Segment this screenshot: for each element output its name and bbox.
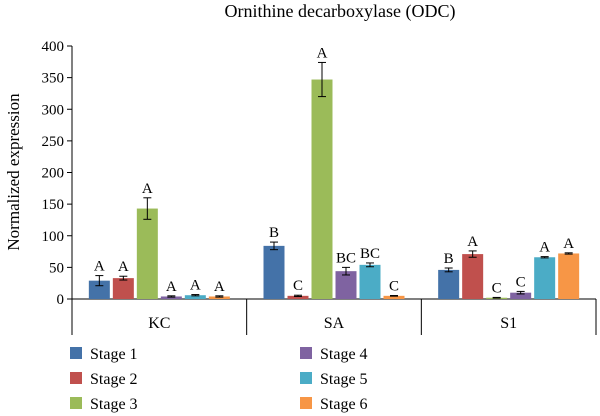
legend-label: Stage 4 (320, 346, 368, 363)
y-tick-label: 50 (49, 260, 64, 276)
legend-swatch (300, 347, 312, 359)
y-tick-label: 200 (42, 166, 65, 182)
bar (184, 295, 206, 299)
legend-swatch (300, 372, 312, 384)
significance-letter: C (389, 279, 399, 295)
legend-swatch (70, 372, 82, 384)
y-tick-label: 250 (42, 134, 65, 150)
bar (88, 280, 110, 299)
bar (287, 295, 309, 299)
bar (263, 245, 285, 299)
chart-title: Ornithine decarboxylase (ODC) (225, 1, 456, 22)
legend: Stage 1 Stage 2 Stage 3 Stage 4 Stage 5 Stage… (70, 346, 368, 413)
significance-letter: A (317, 45, 328, 61)
significance-letter: BC (360, 246, 380, 262)
bar (510, 292, 532, 299)
significance-letter: A (166, 279, 177, 295)
y-tick-label: 300 (42, 102, 65, 118)
bar (534, 257, 556, 299)
bar (335, 271, 357, 299)
bar (136, 208, 158, 299)
x-category-label: KC (148, 315, 170, 332)
bar (438, 269, 460, 299)
x-category-label: SA (324, 315, 345, 332)
significance-letter: A (142, 181, 153, 197)
significance-letter: B (269, 225, 279, 241)
legend-label: Stage 6 (320, 396, 368, 413)
legend-swatch (70, 347, 82, 359)
y-tick-label: 350 (42, 71, 65, 87)
x-category-label: S1 (500, 315, 517, 332)
y-tick-label: 0 (57, 292, 65, 308)
axes: 0 50 100 150 200 250 300 350 400 KC SA S1 (42, 39, 597, 335)
bar (359, 264, 381, 299)
significance-letter: A (118, 259, 129, 275)
legend-swatch (300, 397, 312, 409)
y-tick-label: 150 (42, 197, 65, 213)
bar (112, 278, 134, 299)
legend-label: Stage 1 (90, 346, 138, 363)
significance-letter: A (563, 236, 574, 252)
significance-letter: A (539, 240, 550, 256)
legend-label: Stage 2 (90, 371, 138, 388)
bar (558, 253, 580, 299)
bar (462, 254, 484, 299)
significance-letter: A (94, 259, 105, 275)
legend-label: Stage 5 (320, 371, 368, 388)
bar (383, 295, 405, 299)
y-tick-label: 400 (42, 39, 65, 55)
significance-letter: C (492, 280, 502, 296)
significance-letter: C (516, 274, 526, 290)
significance-letter: B (444, 251, 454, 267)
y-axis-label: Normalized expression (4, 93, 23, 251)
legend-label: Stage 3 (90, 396, 138, 413)
significance-letter: A (214, 279, 225, 295)
legend-swatch (70, 397, 82, 409)
significance-letter: BC (336, 250, 356, 266)
significance-letter: C (293, 278, 303, 294)
bar (208, 296, 230, 299)
y-tick-label: 100 (42, 229, 65, 245)
significance-letter: A (467, 234, 478, 250)
significance-letter: A (190, 278, 201, 294)
bar (160, 296, 182, 299)
bar (311, 79, 333, 300)
